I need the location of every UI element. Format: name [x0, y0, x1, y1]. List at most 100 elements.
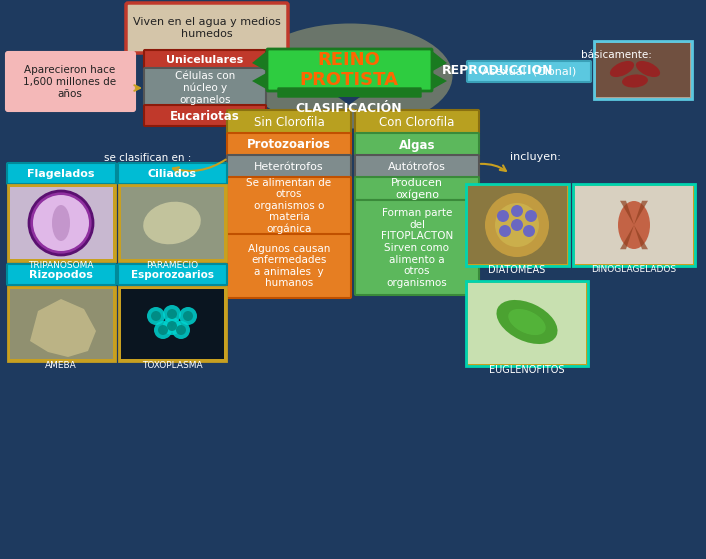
FancyBboxPatch shape	[8, 185, 115, 261]
Circle shape	[163, 305, 181, 323]
Ellipse shape	[248, 23, 453, 129]
Ellipse shape	[52, 205, 70, 241]
Text: Esporozoarios: Esporozoarios	[131, 270, 213, 280]
Ellipse shape	[143, 202, 201, 244]
Circle shape	[163, 317, 181, 335]
FancyBboxPatch shape	[227, 234, 351, 298]
Circle shape	[176, 325, 186, 335]
Circle shape	[525, 210, 537, 222]
Text: PARAMECIO: PARAMECIO	[146, 260, 198, 269]
Text: Heterótrofos: Heterótrofos	[254, 162, 324, 172]
Circle shape	[523, 225, 535, 237]
FancyBboxPatch shape	[466, 281, 588, 366]
Text: EUGLENOFITOS: EUGLENOFITOS	[489, 365, 565, 375]
FancyBboxPatch shape	[355, 177, 479, 200]
Text: CLASIFICACIÓN: CLASIFICACIÓN	[296, 102, 402, 116]
FancyBboxPatch shape	[468, 186, 567, 264]
Polygon shape	[252, 72, 268, 90]
Circle shape	[167, 321, 177, 331]
Ellipse shape	[622, 74, 648, 88]
FancyBboxPatch shape	[594, 41, 692, 99]
FancyBboxPatch shape	[144, 105, 266, 126]
Circle shape	[33, 195, 89, 251]
Circle shape	[172, 321, 190, 339]
FancyBboxPatch shape	[227, 155, 351, 178]
FancyBboxPatch shape	[355, 200, 479, 295]
Polygon shape	[620, 225, 634, 249]
Text: Flagelados: Flagelados	[28, 169, 95, 179]
Text: Eucariotas: Eucariotas	[170, 110, 240, 122]
Text: Producen
oxígeno: Producen oxígeno	[391, 178, 443, 200]
FancyBboxPatch shape	[118, 163, 227, 184]
FancyBboxPatch shape	[10, 289, 113, 359]
FancyBboxPatch shape	[466, 184, 569, 266]
Polygon shape	[634, 201, 648, 225]
FancyBboxPatch shape	[8, 287, 115, 361]
Circle shape	[147, 307, 165, 325]
Circle shape	[495, 203, 539, 247]
FancyBboxPatch shape	[119, 185, 226, 261]
Circle shape	[167, 309, 177, 319]
Circle shape	[511, 219, 523, 231]
FancyBboxPatch shape	[468, 283, 586, 364]
FancyBboxPatch shape	[10, 187, 113, 259]
Text: Asexual  (Clonal): Asexual (Clonal)	[482, 67, 576, 77]
FancyBboxPatch shape	[126, 3, 288, 53]
Ellipse shape	[636, 61, 660, 77]
FancyBboxPatch shape	[467, 61, 591, 82]
FancyBboxPatch shape	[355, 110, 479, 134]
Text: Forman parte
del
FITOPLACTON
Sirven como
alimento a
otros
organismos: Forman parte del FITOPLACTON Sirven como…	[381, 208, 453, 288]
Text: Células con
núcleo y
organelos: Células con núcleo y organelos	[175, 71, 235, 105]
Text: TOXOPLASMA: TOXOPLASMA	[142, 361, 203, 369]
Ellipse shape	[618, 201, 650, 249]
FancyBboxPatch shape	[144, 68, 266, 107]
FancyBboxPatch shape	[278, 88, 421, 97]
FancyBboxPatch shape	[227, 177, 351, 235]
Ellipse shape	[508, 309, 546, 335]
Text: Sin Clorofila: Sin Clorofila	[253, 116, 324, 129]
Text: Algunos causan
enfermedades
a animales  y
humanos: Algunos causan enfermedades a animales y…	[248, 244, 330, 288]
Polygon shape	[634, 225, 648, 249]
Text: Se alimentan de
otros
organismos o
materia
orgánica: Se alimentan de otros organismos o mater…	[246, 178, 332, 234]
Circle shape	[183, 311, 193, 321]
Polygon shape	[338, 97, 360, 105]
Text: básicamente:: básicamente:	[581, 50, 652, 60]
Polygon shape	[252, 50, 268, 72]
FancyBboxPatch shape	[355, 133, 479, 156]
Circle shape	[179, 307, 197, 325]
Text: TRIPANOSOMA: TRIPANOSOMA	[28, 260, 94, 269]
Circle shape	[497, 210, 509, 222]
FancyBboxPatch shape	[575, 186, 693, 264]
Text: Unicelulares: Unicelulares	[167, 55, 244, 65]
Polygon shape	[431, 72, 447, 90]
Text: Aparecieron hace
1,600 millones de
años: Aparecieron hace 1,600 millones de años	[23, 65, 116, 98]
Text: DINOGLAGELADOS: DINOGLAGELADOS	[592, 266, 676, 274]
Ellipse shape	[496, 300, 558, 344]
Circle shape	[151, 311, 161, 321]
Circle shape	[485, 193, 549, 257]
FancyBboxPatch shape	[573, 184, 695, 266]
FancyBboxPatch shape	[596, 43, 690, 97]
Text: Viven en el agua y medios
humedos: Viven en el agua y medios humedos	[133, 17, 281, 39]
FancyBboxPatch shape	[227, 133, 351, 156]
FancyBboxPatch shape	[6, 52, 135, 111]
FancyBboxPatch shape	[7, 264, 116, 285]
FancyBboxPatch shape	[118, 264, 227, 285]
Text: REINO
PROTISTA: REINO PROTISTA	[299, 51, 398, 89]
FancyBboxPatch shape	[121, 289, 224, 359]
FancyBboxPatch shape	[7, 163, 116, 184]
Text: Algas: Algas	[399, 139, 436, 151]
Text: DIATOMEAS: DIATOMEAS	[489, 265, 546, 275]
Text: Autótrofos: Autótrofos	[388, 162, 446, 172]
FancyBboxPatch shape	[227, 110, 351, 134]
FancyBboxPatch shape	[121, 187, 224, 259]
Polygon shape	[30, 299, 96, 357]
FancyBboxPatch shape	[119, 287, 226, 361]
Circle shape	[511, 205, 523, 217]
FancyBboxPatch shape	[267, 49, 432, 91]
Polygon shape	[620, 201, 634, 225]
Text: incluyen:: incluyen:	[510, 152, 561, 162]
FancyBboxPatch shape	[144, 50, 266, 70]
Text: Rizopodos: Rizopodos	[29, 270, 93, 280]
Text: Ciliados: Ciliados	[148, 169, 196, 179]
